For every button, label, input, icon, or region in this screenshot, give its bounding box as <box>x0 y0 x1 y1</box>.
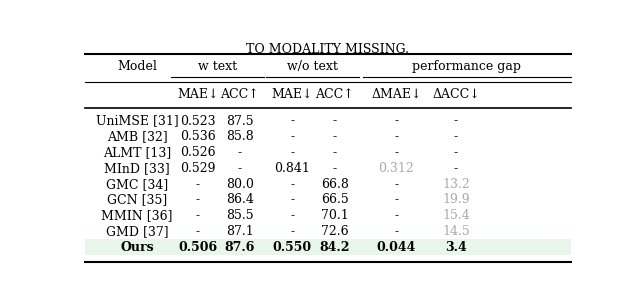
Text: AMB [32]: AMB [32] <box>107 130 168 143</box>
Text: 14.5: 14.5 <box>442 225 470 238</box>
Text: MAE↓: MAE↓ <box>177 88 219 101</box>
Text: ALMT [13]: ALMT [13] <box>103 146 171 159</box>
Text: 86.4: 86.4 <box>226 193 253 206</box>
Text: ACC↑: ACC↑ <box>220 88 259 101</box>
Text: 0.536: 0.536 <box>180 130 216 143</box>
Text: 85.8: 85.8 <box>226 130 253 143</box>
Text: 0.523: 0.523 <box>180 115 216 128</box>
Text: -: - <box>290 146 294 159</box>
Text: MInD [33]: MInD [33] <box>104 162 170 175</box>
Text: -: - <box>454 115 458 128</box>
Text: 66.8: 66.8 <box>321 178 349 191</box>
Text: ACC↑: ACC↑ <box>316 88 355 101</box>
Text: 0.506: 0.506 <box>179 241 218 254</box>
Text: Ours: Ours <box>120 241 154 254</box>
Text: -: - <box>454 146 458 159</box>
Text: 72.6: 72.6 <box>321 225 349 238</box>
Text: performance gap: performance gap <box>412 60 522 74</box>
Text: -: - <box>196 209 200 222</box>
Text: 0.044: 0.044 <box>377 241 416 254</box>
Text: 0.550: 0.550 <box>273 241 312 254</box>
Text: -: - <box>394 115 399 128</box>
Text: -: - <box>333 162 337 175</box>
Text: 85.5: 85.5 <box>226 209 253 222</box>
Text: ΔMAE↓: ΔMAE↓ <box>371 88 422 101</box>
Text: -: - <box>454 130 458 143</box>
Text: -: - <box>394 146 399 159</box>
Text: -: - <box>237 162 242 175</box>
Text: GCN [35]: GCN [35] <box>107 193 167 206</box>
Text: GMD [37]: GMD [37] <box>106 225 168 238</box>
Text: ΔACC↓: ΔACC↓ <box>432 88 480 101</box>
Text: -: - <box>333 146 337 159</box>
Text: -: - <box>237 146 242 159</box>
Text: -: - <box>290 225 294 238</box>
Text: 84.2: 84.2 <box>320 241 350 254</box>
Text: 70.1: 70.1 <box>321 209 349 222</box>
Text: 15.4: 15.4 <box>442 209 470 222</box>
Text: -: - <box>290 193 294 206</box>
Text: -: - <box>196 178 200 191</box>
Text: w text: w text <box>198 60 237 74</box>
Text: w/o text: w/o text <box>287 60 339 74</box>
Text: 0.312: 0.312 <box>379 162 414 175</box>
Text: 87.6: 87.6 <box>225 241 255 254</box>
Text: GMC [34]: GMC [34] <box>106 178 168 191</box>
Text: 80.0: 80.0 <box>226 178 253 191</box>
Text: 3.4: 3.4 <box>445 241 467 254</box>
Text: 66.5: 66.5 <box>321 193 349 206</box>
Text: 0.529: 0.529 <box>180 162 216 175</box>
Text: 0.841: 0.841 <box>275 162 310 175</box>
Text: 0.526: 0.526 <box>180 146 216 159</box>
Text: -: - <box>454 162 458 175</box>
Text: 87.1: 87.1 <box>226 225 253 238</box>
Text: 87.5: 87.5 <box>226 115 253 128</box>
Text: -: - <box>290 178 294 191</box>
Text: -: - <box>394 193 399 206</box>
Text: 13.2: 13.2 <box>442 178 470 191</box>
Text: -: - <box>290 130 294 143</box>
Text: -: - <box>394 225 399 238</box>
Text: -: - <box>333 115 337 128</box>
Text: -: - <box>394 209 399 222</box>
Text: -: - <box>290 115 294 128</box>
Text: -: - <box>333 130 337 143</box>
Text: -: - <box>394 178 399 191</box>
FancyBboxPatch shape <box>85 239 571 255</box>
Text: -: - <box>290 209 294 222</box>
Text: -: - <box>196 225 200 238</box>
Text: MAE↓: MAE↓ <box>271 88 313 101</box>
Text: UniMSE [31]: UniMSE [31] <box>95 115 179 128</box>
Text: -: - <box>196 193 200 206</box>
Text: Model: Model <box>117 60 157 74</box>
Text: -: - <box>394 130 399 143</box>
Text: 19.9: 19.9 <box>442 193 470 206</box>
Text: MMIN [36]: MMIN [36] <box>101 209 173 222</box>
Text: TO MODALITY MISSING.: TO MODALITY MISSING. <box>246 43 410 56</box>
